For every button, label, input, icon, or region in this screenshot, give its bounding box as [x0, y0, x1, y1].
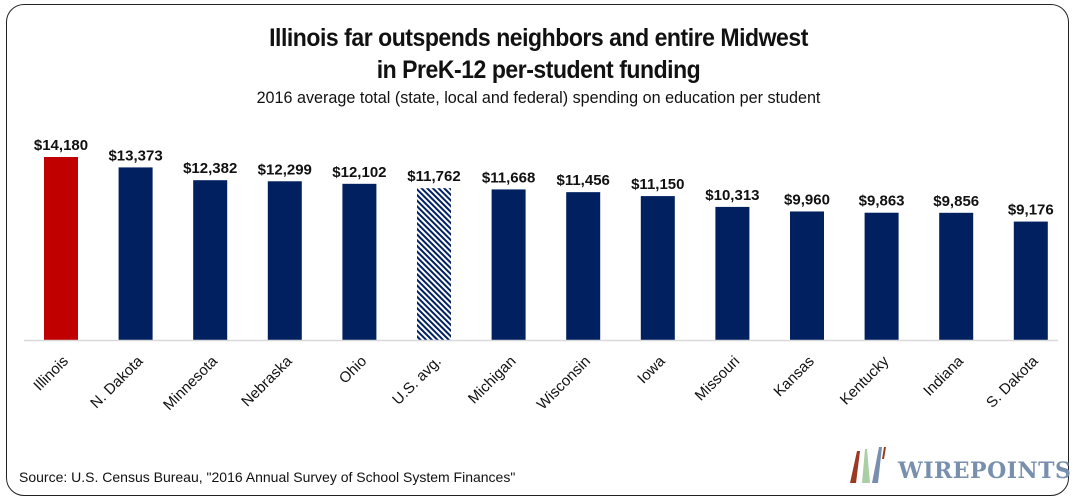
- wirepoints-logo: WIREPOINTS: [848, 443, 1072, 489]
- data-label: $11,762: [407, 168, 460, 185]
- data-label: $11,668: [482, 169, 535, 186]
- x-tick-labels-group: Illinois N. Dakota Minnesota Nebraska Ohio U.…: [30, 352, 1042, 413]
- bar-n-dakota: [118, 167, 153, 340]
- x-tick-label: U.S. avg.: [389, 353, 445, 409]
- bar-u-s-avg: [417, 188, 451, 340]
- bar-minnesota: [193, 180, 228, 340]
- x-tick-label: Missouri: [692, 353, 744, 405]
- bar-indiana: [939, 212, 974, 340]
- data-label: $13,373: [108, 147, 162, 164]
- x-tick-label: Ohio: [336, 353, 370, 387]
- x-tick-label: Kentucky: [837, 352, 893, 408]
- x-tick-label: Wisconsin: [534, 353, 594, 413]
- bars-group: [44, 157, 1048, 340]
- bar-kentucky: [864, 212, 899, 340]
- data-label: $9,863: [859, 193, 905, 210]
- bar-kansas: [790, 211, 824, 340]
- data-label: $12,299: [258, 161, 312, 178]
- data-label: $14,180: [34, 137, 88, 154]
- bar-nebraska: [267, 181, 302, 340]
- x-tick-label: Minnesota: [160, 352, 221, 413]
- x-tick-label: Nebraska: [238, 352, 296, 410]
- data-label: $12,382: [183, 160, 237, 177]
- bar-illinois: [44, 157, 78, 340]
- chart-frame: [6, 4, 1069, 496]
- data-label: $10,313: [705, 187, 759, 204]
- source-note: Source: U.S. Census Bureau, "2016 Annual…: [19, 469, 516, 485]
- data-label: $9,176: [1008, 202, 1054, 219]
- x-tick-label: Iowa: [634, 352, 669, 387]
- bar-ohio: [342, 183, 377, 340]
- x-tick-label: Michigan: [465, 353, 519, 407]
- data-labels-group: $14,180 $13,373 $12,382 $12,299 $12,102 $11,7…: [34, 137, 1054, 219]
- x-tick-label: S. Dakota: [983, 352, 1042, 411]
- logo-text: WIREPOINTS: [898, 458, 1072, 484]
- chart-title: Illinois far outspends neighbors and ent…: [269, 24, 808, 52]
- bar-wisconsin: [566, 192, 601, 340]
- bar-michigan: [491, 189, 526, 340]
- data-label: $11,456: [556, 172, 609, 189]
- bar-iowa: [640, 196, 675, 340]
- bar-missouri: [715, 206, 750, 340]
- data-label: $11,150: [631, 176, 684, 193]
- data-label: $9,856: [933, 193, 979, 210]
- x-tick-label: Illinois: [30, 353, 71, 394]
- chart-subtitle: 2016 average total (state, local and fed…: [256, 88, 821, 107]
- data-label: $9,960: [784, 191, 830, 208]
- x-tick-label: N. Dakota: [87, 352, 147, 412]
- x-tick-label: Indiana: [920, 352, 967, 399]
- x-tick-label: Kansas: [770, 353, 817, 400]
- data-label: $12,102: [332, 164, 386, 181]
- bar-s-dakota: [1013, 221, 1048, 340]
- logo-w-icon: [850, 447, 886, 483]
- chart-title-line2: in PreK-12 per-student funding: [376, 56, 701, 84]
